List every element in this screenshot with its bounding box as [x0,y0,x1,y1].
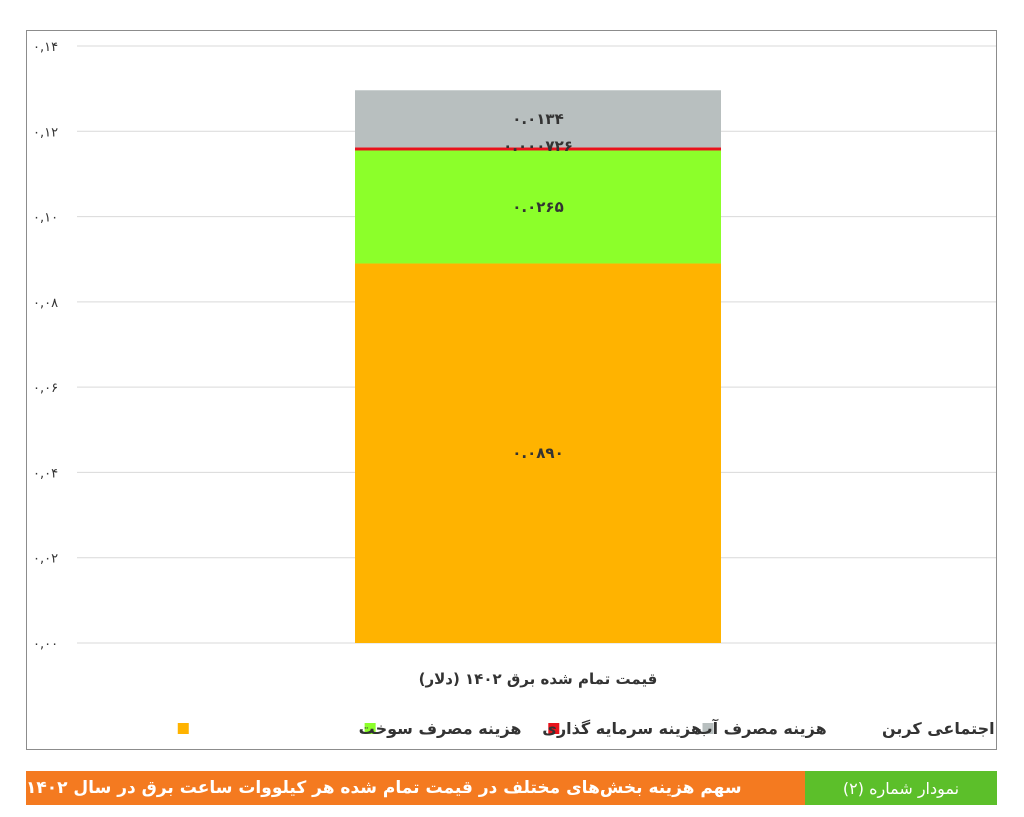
legend-swatch [548,723,560,734]
x-axis-title: قیمت تمام شده برق ۱۴۰۲ (دلار) [419,670,658,688]
figure-caption: سهم هزینه بخش‌های مختلف در قیمت تمام شده… [26,771,997,805]
data-label: ۰.۰۲۶۵ [512,198,563,216]
legend-swatch [364,723,376,734]
bar-segment [355,90,721,148]
caption-number: نمودار شماره (۲) [805,771,997,805]
legend-label: هزینه سرمایه گذاری [542,719,702,738]
chart-frame: ۰,۰۰ ۰,۰۲ ۰,۰۴ ۰,۰۶ ۰,۰۸ ۰,۱۰ ۰,۱۲ ۰,۱۴ ۰.۰۸۹۰ ۰… [26,30,997,750]
data-label: ۰.۰۸۹۰ [512,444,563,462]
y-axis-ticks: ۰,۰۰ ۰,۰۲ ۰,۰۴ ۰,۰۶ ۰,۰۸ ۰,۱۰ ۰,۱۲ ۰,۱۴ [33,40,58,652]
bar-segment [355,147,721,151]
bar-segment [355,263,721,643]
data-label: ۰.۰۱۳۴ [512,110,563,128]
y-tick-label: ۰,۱۴ [33,40,58,55]
caption-title: سهم هزینه بخش‌های مختلف در قیمت تمام شده… [26,771,805,805]
y-tick-label: ۰,۱۰ [33,211,58,226]
y-tick-label: ۰,۰۶ [33,381,58,396]
legend-label: هزینه مصرف آب [697,718,827,738]
y-tick-label: ۰,۰۰ [33,637,58,652]
bar-segments [355,90,721,643]
legend-swatch [702,723,714,734]
data-label: ۰.۰۰۰۷۲۶ [503,137,573,155]
y-tick-label: ۰,۱۲ [33,125,58,140]
y-tick-label: ۰,۰۲ [33,552,58,567]
legend-label: هزینه مصرف سوخت [359,719,522,738]
stacked-bar-chart: ۰,۰۰۰,۰۲۰,۰۴۰,۰۶۰,۰۸۰,۱۰۰,۱۲۰,۱۴ ۰.۰۸۹۰۰… [33,40,996,738]
y-tick-label: ۰,۰۴ [33,466,58,481]
bar-segment [355,150,721,264]
legend-swatch [177,723,189,734]
data-labels: ۰.۰۸۹۰ ۰.۰۲۶۵ ۰.۰۰۰۷۲۶ ۰.۰۱۳۴ [503,110,573,462]
legend-label: هزینه اجتماعی کربن [882,719,996,738]
y-tick-label: ۰,۰۸ [33,296,58,311]
